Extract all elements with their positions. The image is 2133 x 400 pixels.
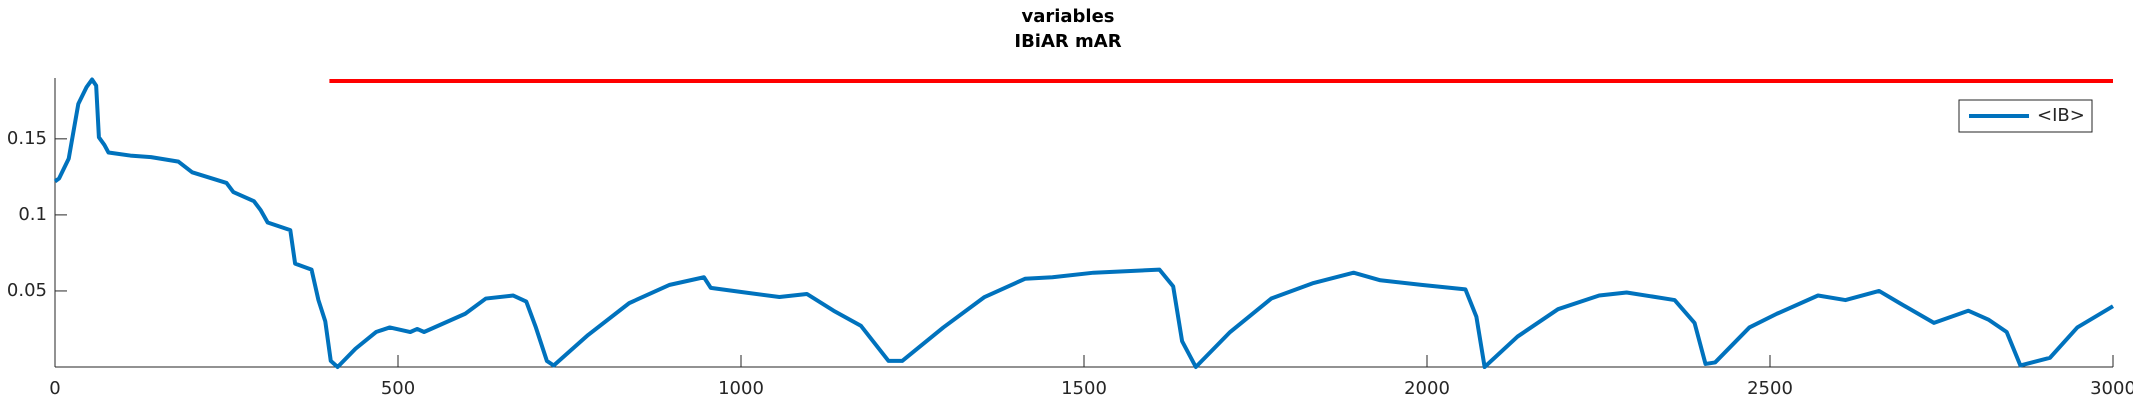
y-tick-label: 0.05: [7, 280, 47, 301]
data-line: [53, 77, 2115, 369]
x-tick-label: 1500: [1061, 378, 1107, 399]
x-tick-label: 0: [49, 378, 60, 399]
x-tick-label: 500: [381, 378, 415, 399]
x-tick-label: 3000: [2090, 378, 2133, 399]
legend-label: <IB>: [2037, 105, 2085, 126]
x-tick-label: 2000: [1404, 378, 1450, 399]
chart-subtitle: IBiAR mAR: [1014, 31, 1121, 52]
x-tick-label: 1000: [718, 378, 764, 399]
y-tick-label: 0.1: [18, 204, 47, 225]
y-tick-label: 0.15: [7, 128, 47, 149]
chart-title: variables: [1021, 6, 1114, 27]
x-tick-label: 2500: [1747, 378, 1793, 399]
